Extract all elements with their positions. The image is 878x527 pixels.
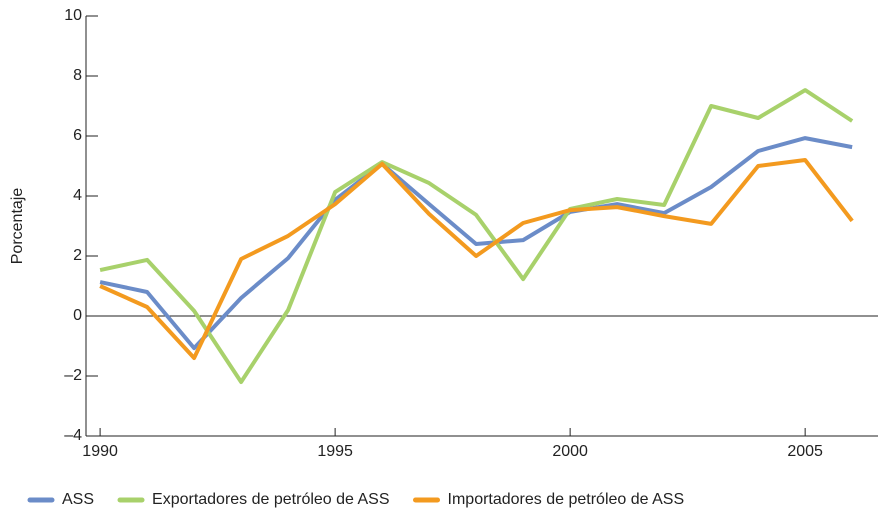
y-tick-label: 8	[73, 67, 82, 84]
x-tick-label: 2000	[552, 443, 588, 460]
series-line	[99, 88, 854, 384]
series-line	[99, 136, 853, 351]
y-tick-label: 0	[73, 307, 82, 324]
legend-label: Importadores de petróleo de ASS	[448, 491, 685, 508]
y-tick-label: –2	[64, 367, 82, 384]
x-tick-label: 1995	[317, 443, 353, 460]
y-tick-label: –4	[64, 427, 82, 444]
y-tick-label: 4	[73, 187, 82, 204]
series-line	[99, 158, 854, 360]
y-tick-label: 6	[73, 127, 82, 144]
y-tick-label: 10	[64, 7, 82, 24]
legend-label: ASS	[62, 491, 94, 508]
y-tick-label: 2	[73, 247, 82, 264]
y-axis-label: Porcentaje	[9, 188, 26, 265]
x-tick-label: 2005	[787, 443, 823, 460]
x-tick-label: 1990	[82, 443, 118, 460]
legend-label: Exportadores de petróleo de ASS	[152, 491, 390, 508]
